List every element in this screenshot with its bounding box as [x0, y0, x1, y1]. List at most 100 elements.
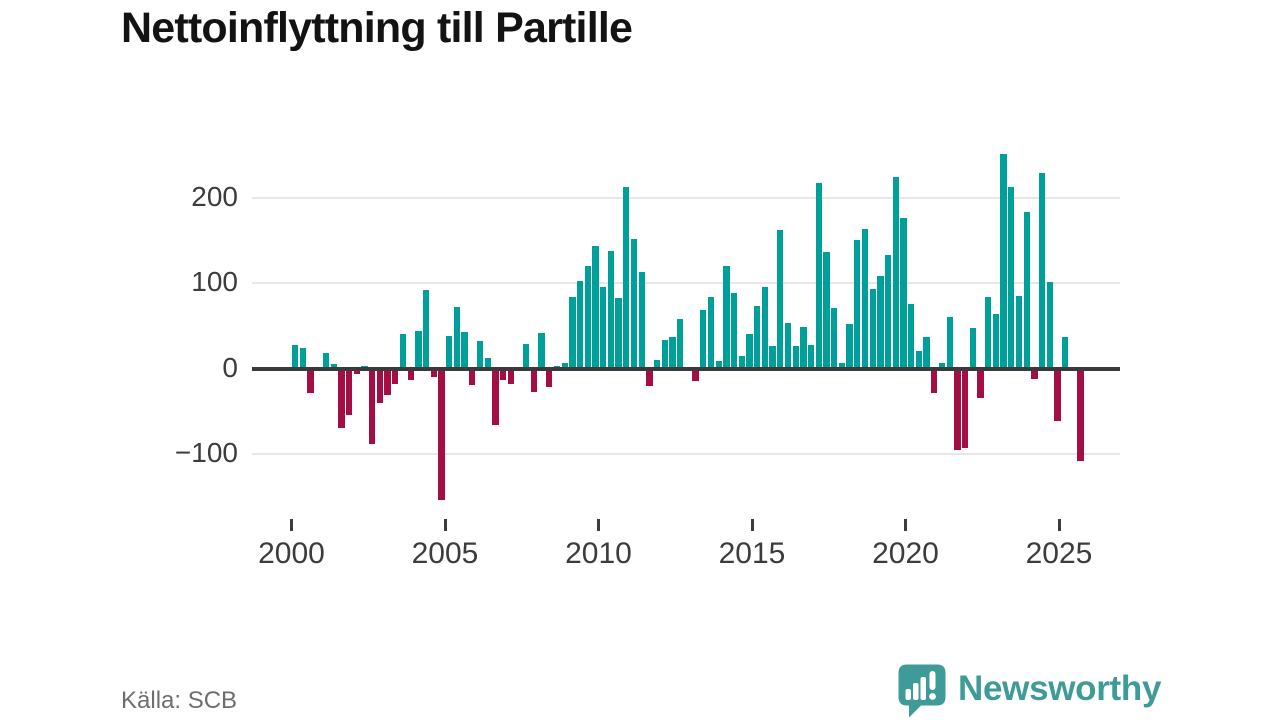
bar-2020-Q4: [931, 368, 938, 394]
bar-2022-Q2: [977, 368, 984, 398]
x-axis-tick-label: 2000: [258, 537, 325, 570]
bar-2012-Q3: [677, 319, 684, 369]
newsworthy-wordmark: Newsworthy: [958, 669, 1162, 708]
bar-2005-Q2: [453, 307, 461, 369]
x-axis-tick-label: 2015: [718, 537, 786, 570]
gridline: [252, 282, 1120, 285]
newsworthy-speech-bubble-chart-icon: [898, 664, 946, 718]
bar-2005-Q4: [469, 368, 476, 385]
bar-2000-Q3: [307, 368, 314, 394]
bar-2004-Q3: [430, 368, 437, 378]
bar-2003-Q3: [399, 333, 407, 369]
bar-2022-Q1: [969, 327, 976, 369]
bar-2019-Q1: [877, 276, 884, 369]
bar-2004-Q2: [422, 290, 430, 369]
newsworthy-logo: Newsworthy: [897, 663, 1161, 719]
bar-2020-Q2: [915, 351, 923, 369]
bar-2015-Q2: [761, 287, 769, 369]
bar-2002-Q1: [353, 368, 360, 374]
x-axis-tick: [443, 519, 447, 531]
bar-2021-Q4: [961, 368, 969, 448]
bar-2006-Q2: [484, 358, 491, 369]
bar-2014-Q3: [738, 355, 745, 369]
bar-2017-Q4: [838, 363, 846, 369]
bar-2005-Q3: [461, 331, 468, 369]
bar-2018-Q3: [861, 229, 869, 369]
x-axis-tick: [290, 519, 293, 531]
bar-2009-Q2: [576, 280, 584, 369]
bar-2010-Q2: [607, 250, 615, 369]
bar-2014-Q2: [730, 292, 738, 369]
bar-2024-Q2: [1038, 173, 1046, 369]
bar-2005-Q1: [446, 336, 453, 369]
bar-2017-Q3: [831, 307, 838, 369]
bar-2016-Q1: [784, 323, 792, 369]
bar-2009-Q4: [592, 245, 599, 369]
bar-2008-Q1: [538, 332, 545, 369]
bar-2016-Q4: [807, 345, 815, 369]
bar-2020-Q1: [908, 303, 915, 369]
x-axis-tick-label: 2005: [411, 537, 479, 570]
bar-2011-Q4: [653, 359, 661, 369]
bar-2004-Q4: [438, 368, 445, 500]
bar-2014-Q4: [746, 334, 753, 369]
x-axis-tick: [904, 519, 907, 531]
bar-2009-Q1: [569, 296, 576, 369]
bar-2021-Q1: [938, 362, 946, 369]
bar-2003-Q2: [392, 368, 399, 384]
bar-2017-Q1: [815, 183, 822, 369]
bar-2017-Q2: [823, 251, 830, 369]
x-axis-tick: [1057, 519, 1061, 531]
bar-2025-Q3: [1077, 368, 1084, 462]
bar-2018-Q1: [846, 324, 853, 369]
y-axis-tick-label: 100: [191, 266, 238, 298]
x-axis-tick-label: 2025: [1025, 537, 1093, 570]
bar-2003-Q1: [384, 368, 391, 395]
bar-2010-Q1: [600, 286, 607, 369]
bar-2001-Q2: [330, 364, 337, 369]
bar-2001-Q4: [345, 368, 353, 416]
bar-2000-Q2: [299, 348, 307, 369]
bar-2011-Q3: [646, 368, 653, 386]
bar-2018-Q2: [854, 239, 861, 369]
bar-2012-Q1: [661, 340, 668, 369]
bar-2022-Q4: [992, 313, 1000, 369]
bar-2002-Q3: [369, 368, 376, 445]
gridline: [252, 452, 1120, 455]
bar-2024-Q3: [1046, 282, 1053, 369]
bar-2001-Q3: [338, 368, 345, 429]
bar-2003-Q4: [407, 368, 414, 381]
bar-2019-Q3: [892, 176, 899, 369]
bar-2021-Q3: [954, 368, 961, 450]
bar-2011-Q1: [630, 238, 638, 369]
zero-axis-line: [252, 367, 1120, 371]
bar-2021-Q2: [946, 317, 953, 369]
bar-2014-Q1: [723, 266, 730, 369]
bar-2023-Q4: [1023, 212, 1030, 369]
bar-2015-Q3: [769, 346, 776, 369]
y-axis-tick-label: 0: [222, 351, 238, 383]
bar-2006-Q3: [492, 368, 499, 425]
bar-2008-Q4: [561, 362, 568, 369]
bar-2015-Q1: [754, 306, 761, 369]
bar-2013-Q3: [707, 296, 715, 369]
bar-2019-Q2: [884, 255, 892, 369]
bar-2010-Q3: [615, 297, 622, 369]
bar-2024-Q4: [1054, 368, 1061, 422]
bar-2013-Q4: [715, 360, 722, 369]
bar-2016-Q3: [800, 326, 807, 369]
x-axis-tick-label: 2010: [565, 537, 632, 570]
bar-2020-Q3: [923, 336, 930, 369]
bar-2004-Q1: [415, 330, 422, 369]
bar-2009-Q3: [584, 266, 591, 369]
source-note: Källa: SCB: [121, 687, 238, 714]
bar-2023-Q1: [1000, 154, 1007, 369]
bar-2022-Q3: [985, 296, 992, 369]
x-axis-tick-label: 2020: [872, 537, 939, 570]
bar-2013-Q2: [700, 309, 707, 369]
bar-2024-Q1: [1031, 368, 1038, 379]
bar-2019-Q4: [900, 217, 907, 369]
bar-2016-Q2: [792, 346, 799, 369]
bar-2018-Q4: [869, 289, 876, 369]
